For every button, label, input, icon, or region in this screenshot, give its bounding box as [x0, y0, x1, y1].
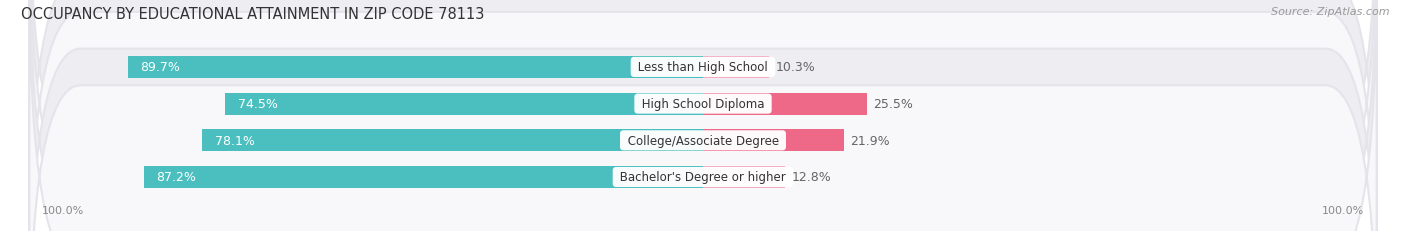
FancyBboxPatch shape	[30, 0, 1376, 231]
Bar	[225, 93, 703, 115]
Bar	[703, 130, 844, 152]
Bar	[703, 166, 785, 188]
Text: 10.3%: 10.3%	[776, 61, 815, 74]
Bar	[202, 130, 703, 152]
Text: 12.8%: 12.8%	[792, 171, 831, 184]
Text: 89.7%: 89.7%	[141, 61, 180, 74]
Text: 74.5%: 74.5%	[238, 98, 278, 111]
Text: Source: ZipAtlas.com: Source: ZipAtlas.com	[1271, 7, 1389, 17]
Text: College/Associate Degree: College/Associate Degree	[624, 134, 782, 147]
Text: 100.0%: 100.0%	[1322, 205, 1364, 215]
Text: Bachelor's Degree or higher: Bachelor's Degree or higher	[616, 171, 790, 184]
Text: Less than High School: Less than High School	[634, 61, 772, 74]
Bar	[143, 166, 703, 188]
Text: 100.0%: 100.0%	[42, 205, 84, 215]
Text: 21.9%: 21.9%	[849, 134, 890, 147]
Bar	[703, 57, 769, 79]
FancyBboxPatch shape	[30, 0, 1376, 231]
Bar	[703, 93, 866, 115]
FancyBboxPatch shape	[30, 0, 1376, 231]
FancyBboxPatch shape	[30, 0, 1376, 231]
Text: 87.2%: 87.2%	[156, 171, 197, 184]
Text: OCCUPANCY BY EDUCATIONAL ATTAINMENT IN ZIP CODE 78113: OCCUPANCY BY EDUCATIONAL ATTAINMENT IN Z…	[21, 7, 485, 22]
Text: 25.5%: 25.5%	[873, 98, 912, 111]
Bar	[128, 57, 703, 79]
Text: 78.1%: 78.1%	[215, 134, 254, 147]
Text: High School Diploma: High School Diploma	[638, 98, 768, 111]
